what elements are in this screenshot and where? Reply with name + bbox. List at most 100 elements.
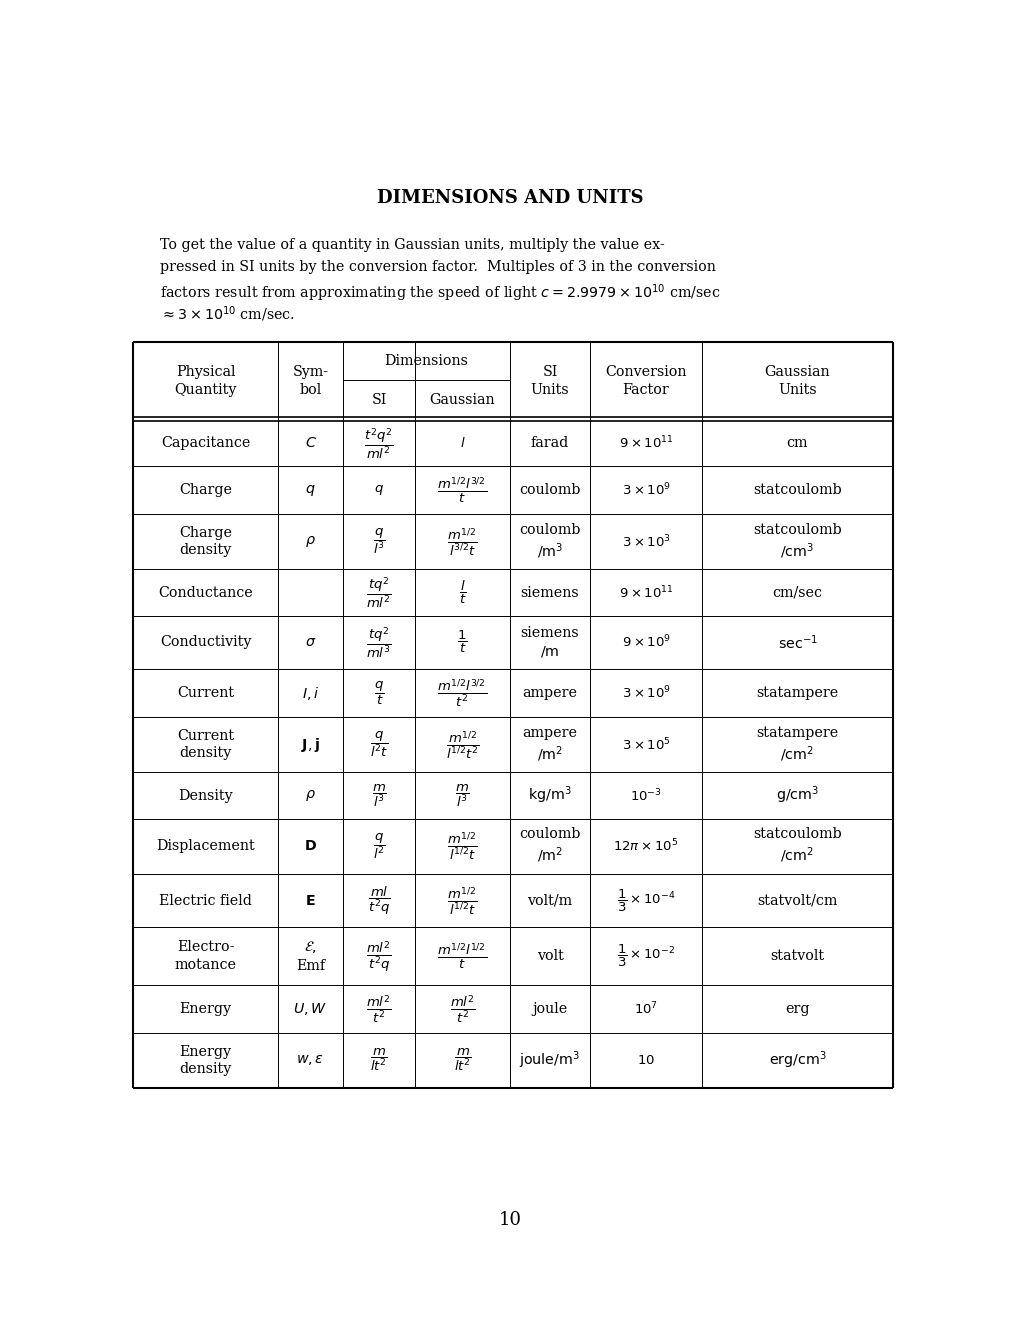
Text: joule: joule [532, 1002, 567, 1015]
Text: coulomb
$/\mathrm{m}^3$: coulomb $/\mathrm{m}^3$ [519, 523, 580, 561]
Text: $\dfrac{m}{l^3}$: $\dfrac{m}{l^3}$ [371, 783, 386, 809]
Text: Gaussian: Gaussian [429, 393, 495, 407]
Text: SI: SI [371, 393, 386, 407]
Text: factors result from approximating the speed of light $c = 2.9979 \times 10^{10}$: factors result from approximating the sp… [160, 282, 720, 304]
Text: $\rho$: $\rho$ [305, 788, 316, 803]
Text: Current: Current [176, 686, 233, 700]
Text: $9 \times 10^{11}$: $9 \times 10^{11}$ [619, 585, 673, 601]
Text: $\dfrac{ml}{t^2q}$: $\dfrac{ml}{t^2q}$ [367, 884, 390, 917]
Text: Capacitance: Capacitance [161, 436, 250, 450]
Text: siemens
$/\mathrm{m}$: siemens $/\mathrm{m}$ [520, 626, 579, 659]
Text: statcoulomb
$/\mathrm{cm}^2$: statcoulomb $/\mathrm{cm}^2$ [752, 828, 841, 866]
Text: SI
Units: SI Units [530, 366, 569, 397]
Text: $\dfrac{1}{3} \times 10^{-2}$: $\dfrac{1}{3} \times 10^{-2}$ [616, 942, 675, 969]
Text: $\mathbf{J},\mathbf{j}$: $\mathbf{J},\mathbf{j}$ [301, 735, 320, 754]
Text: $3 \times 10^{9}$: $3 \times 10^{9}$ [621, 685, 669, 701]
Text: 10: 10 [498, 1210, 521, 1229]
Text: Dimensions: Dimensions [384, 354, 468, 368]
Text: $\rho$: $\rho$ [305, 535, 316, 549]
Text: $q$: $q$ [374, 483, 383, 498]
Text: erg: erg [785, 1002, 809, 1015]
Text: $3 \times 10^{5}$: $3 \times 10^{5}$ [621, 737, 669, 754]
Text: $\dfrac{q}{l^2}$: $\dfrac{q}{l^2}$ [372, 832, 385, 861]
Text: $\dfrac{t^2q^2}{ml^2}$: $\dfrac{t^2q^2}{ml^2}$ [364, 425, 393, 461]
Text: $\dfrac{m}{l^3}$: $\dfrac{m}{l^3}$ [454, 783, 470, 809]
Text: $\dfrac{m^{1/2}}{l^{3/2}t}$: $\dfrac{m^{1/2}}{l^{3/2}t}$ [447, 525, 477, 558]
Text: Physical
Quantity: Physical Quantity [174, 366, 236, 397]
Text: ampere: ampere [522, 686, 577, 700]
Text: $\dfrac{m^{1/2}}{l^{1/2}t^2}$: $\dfrac{m^{1/2}}{l^{1/2}t^2}$ [445, 729, 479, 760]
Text: $\dfrac{m}{lt^2}$: $\dfrac{m}{lt^2}$ [370, 1047, 387, 1073]
Text: $l$: $l$ [460, 436, 465, 450]
Text: Displacement: Displacement [156, 840, 255, 853]
Text: $q$: $q$ [305, 483, 316, 498]
Text: $\mathcal{E},$
Emf: $\mathcal{E},$ Emf [296, 940, 325, 973]
Text: $\mathrm{sec}^{-1}$: $\mathrm{sec}^{-1}$ [776, 634, 816, 652]
Text: $\dfrac{m^{1/2}l^{3/2}}{t}$: $\dfrac{m^{1/2}l^{3/2}}{t}$ [437, 475, 487, 506]
Text: cm/sec: cm/sec [771, 586, 821, 599]
Text: $10$: $10$ [637, 1053, 654, 1067]
Text: $\dfrac{q}{t}$: $\dfrac{q}{t}$ [373, 680, 384, 706]
Text: Gaussian
Units: Gaussian Units [764, 366, 829, 397]
Text: $\mathrm{joule/m}^3$: $\mathrm{joule/m}^3$ [519, 1049, 580, 1071]
Text: $\approx 3 \times 10^{10}$ cm/sec.: $\approx 3 \times 10^{10}$ cm/sec. [160, 304, 294, 323]
Text: siemens: siemens [520, 586, 579, 599]
Text: $\mathrm{g/cm}^3$: $\mathrm{g/cm}^3$ [775, 784, 818, 807]
Text: Density: Density [178, 788, 232, 803]
Text: Electric field: Electric field [159, 894, 252, 908]
Text: $\dfrac{ml^2}{t^2q}$: $\dfrac{ml^2}{t^2q}$ [366, 939, 391, 974]
Text: volt/m: volt/m [527, 894, 572, 908]
Text: $\dfrac{l}{t}$: $\dfrac{l}{t}$ [459, 579, 466, 606]
Text: $\dfrac{ml^2}{t^2}$: $\dfrac{ml^2}{t^2}$ [366, 993, 391, 1024]
Text: ampere
$/\mathrm{m}^2$: ampere $/\mathrm{m}^2$ [522, 726, 577, 764]
Text: Conversion
Factor: Conversion Factor [604, 366, 686, 397]
Text: $\dfrac{q}{l^2t}$: $\dfrac{q}{l^2t}$ [369, 730, 388, 759]
Text: $10^{-3}$: $10^{-3}$ [630, 787, 661, 804]
Text: $w, \epsilon$: $w, \epsilon$ [297, 1053, 324, 1068]
Text: $\dfrac{m^{1/2}}{l^{1/2}t}$: $\dfrac{m^{1/2}}{l^{1/2}t}$ [447, 884, 477, 916]
Text: Energy: Energy [179, 1002, 231, 1015]
Text: $3 \times 10^{3}$: $3 \times 10^{3}$ [621, 533, 669, 550]
Text: $\dfrac{tq^2}{ml^2}$: $\dfrac{tq^2}{ml^2}$ [366, 576, 391, 610]
Text: To get the value of a quantity in Gaussian units, multiply the value ex-: To get the value of a quantity in Gaussi… [160, 238, 664, 252]
Text: $\mathbf{E}$: $\mathbf{E}$ [305, 894, 316, 908]
Text: $\dfrac{ml^2}{t^2}$: $\dfrac{ml^2}{t^2}$ [449, 993, 475, 1024]
Text: Charge
density: Charge density [178, 527, 231, 557]
Text: $\dfrac{q}{l^3}$: $\dfrac{q}{l^3}$ [372, 527, 385, 557]
Text: Current
density: Current density [176, 729, 233, 760]
Text: $U, W$: $U, W$ [293, 1001, 327, 1016]
Text: statampere
$/\mathrm{cm}^2$: statampere $/\mathrm{cm}^2$ [756, 726, 838, 764]
Text: volt: volt [536, 949, 562, 964]
Text: $\mathrm{erg/cm}^3$: $\mathrm{erg/cm}^3$ [768, 1049, 825, 1071]
Text: $9 \times 10^{11}$: $9 \times 10^{11}$ [619, 434, 673, 451]
Text: Energy
density: Energy density [179, 1044, 231, 1076]
Text: coulomb: coulomb [519, 483, 580, 498]
Text: Conductivity: Conductivity [160, 635, 251, 649]
Text: $3 \times 10^{9}$: $3 \times 10^{9}$ [621, 482, 669, 499]
Text: $\dfrac{1}{t}$: $\dfrac{1}{t}$ [457, 630, 468, 656]
Text: $\dfrac{m^{1/2}}{l^{1/2}t}$: $\dfrac{m^{1/2}}{l^{1/2}t}$ [447, 830, 477, 862]
Text: Electro-
motance: Electro- motance [174, 940, 236, 972]
Text: farad: farad [530, 436, 569, 450]
Text: statvolt/cm: statvolt/cm [756, 894, 837, 908]
Text: $\mathbf{D}$: $\mathbf{D}$ [304, 840, 317, 853]
Text: statvolt: statvolt [769, 949, 823, 964]
Text: statampere: statampere [756, 686, 838, 700]
Text: $\dfrac{1}{3} \times 10^{-4}$: $\dfrac{1}{3} \times 10^{-4}$ [616, 887, 675, 913]
Text: Sym-
bol: Sym- bol [292, 366, 328, 397]
Text: Conductance: Conductance [158, 586, 253, 599]
Text: cm: cm [786, 436, 807, 450]
Text: $\dfrac{tq^2}{ml^3}$: $\dfrac{tq^2}{ml^3}$ [366, 624, 391, 660]
Text: $9 \times 10^{9}$: $9 \times 10^{9}$ [621, 634, 669, 651]
Text: Charge: Charge [178, 483, 231, 498]
Text: $12\pi \times 10^{5}$: $12\pi \times 10^{5}$ [612, 838, 678, 854]
Text: $I, i$: $I, i$ [302, 685, 319, 702]
Text: DIMENSIONS AND UNITS: DIMENSIONS AND UNITS [376, 189, 643, 207]
Text: pressed in SI units by the conversion factor.  Multiples of 3 in the conversion: pressed in SI units by the conversion fa… [160, 260, 715, 275]
Text: $\dfrac{m^{1/2}l^{3/2}}{t^2}$: $\dfrac{m^{1/2}l^{3/2}}{t^2}$ [437, 677, 487, 709]
Text: statcoulomb
$/\mathrm{cm}^3$: statcoulomb $/\mathrm{cm}^3$ [752, 523, 841, 561]
Text: $\dfrac{m}{lt^2}$: $\dfrac{m}{lt^2}$ [453, 1047, 471, 1073]
Text: coulomb
$/\mathrm{m}^2$: coulomb $/\mathrm{m}^2$ [519, 828, 580, 866]
Text: $\dfrac{m^{1/2}l^{1/2}}{t}$: $\dfrac{m^{1/2}l^{1/2}}{t}$ [437, 941, 487, 972]
Text: $\sigma$: $\sigma$ [305, 635, 316, 649]
